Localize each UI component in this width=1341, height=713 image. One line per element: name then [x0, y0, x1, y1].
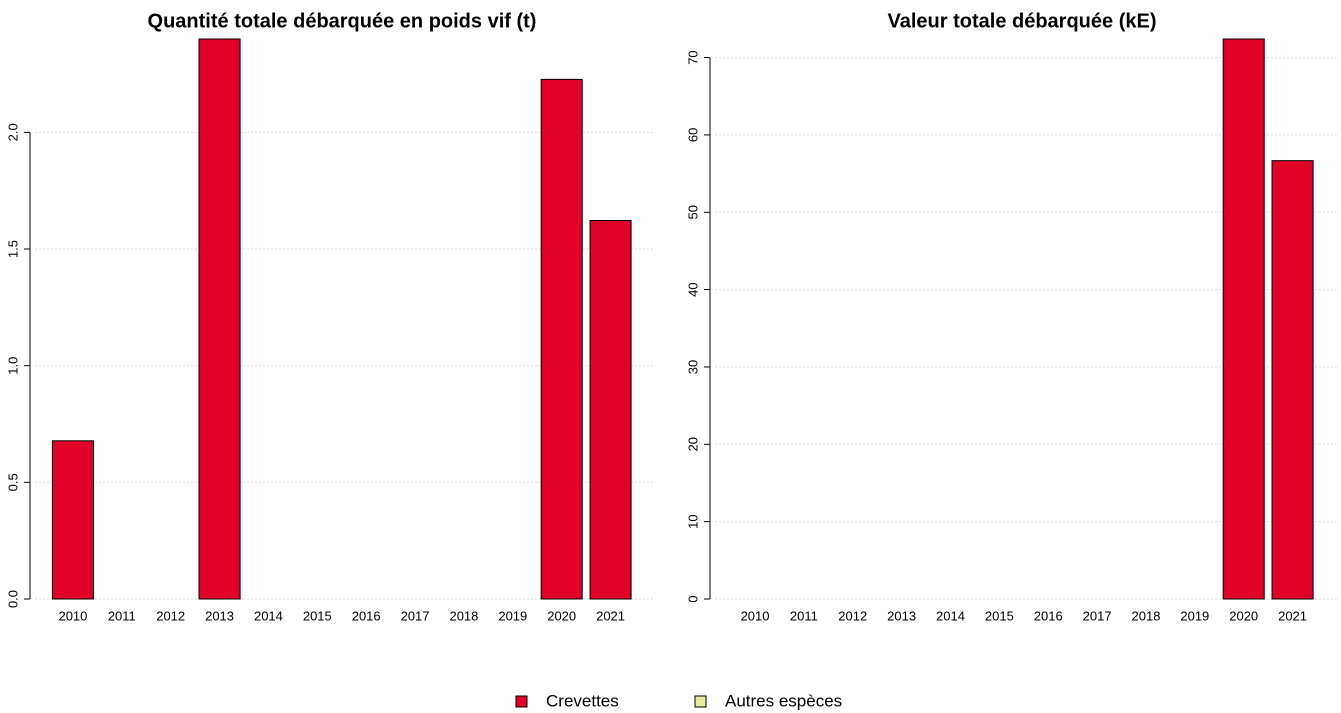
- legend-swatch: [694, 695, 707, 708]
- bar: [589, 220, 632, 600]
- x-tick-label: 2014: [254, 608, 283, 623]
- x-tick-label: 2018: [1132, 608, 1161, 623]
- y-tick-label: 2.0: [5, 123, 20, 141]
- y-tick-label: 10: [685, 514, 700, 528]
- bar: [1271, 160, 1314, 600]
- x-tick-label: 2020: [547, 608, 576, 623]
- x-tick-label: 2018: [449, 608, 478, 623]
- x-tick-label: 2014: [936, 608, 965, 623]
- y-tick-label: 0.0: [5, 590, 20, 608]
- legend-label: Crevettes: [546, 691, 619, 710]
- x-tick-label: 2021: [1278, 608, 1307, 623]
- y-tick-label: 1.0: [5, 357, 20, 375]
- y-tick-label: 20: [685, 437, 700, 451]
- x-tick-label: 2020: [1229, 608, 1258, 623]
- legend-swatch: [515, 695, 528, 708]
- x-tick-label: 2015: [985, 608, 1014, 623]
- x-tick-label: 2015: [303, 608, 332, 623]
- x-tick-label: 2012: [838, 608, 867, 623]
- y-tick-label: 0.5: [5, 473, 20, 491]
- y-tick-label: 40: [685, 282, 700, 296]
- x-tick-label: 2017: [1083, 608, 1112, 623]
- chart-title: Quantité totale débarquée en poids vif (…: [148, 10, 537, 32]
- x-tick-label: 2019: [498, 608, 527, 623]
- bar: [540, 78, 583, 600]
- chart-title: Valeur totale débarquée (kE): [888, 10, 1157, 32]
- bar: [51, 440, 94, 600]
- x-tick-label: 2017: [401, 608, 430, 623]
- y-tick-label: 60: [685, 128, 700, 142]
- x-tick-label: 2010: [741, 608, 770, 623]
- x-tick-label: 2011: [790, 608, 818, 623]
- x-tick-label: 2013: [887, 608, 916, 623]
- x-tick-label: 2016: [1034, 608, 1063, 623]
- y-tick-label: 1.5: [5, 240, 20, 258]
- x-tick-label: 2016: [352, 608, 381, 623]
- legend-label: Autres espèces: [725, 691, 842, 710]
- x-tick-label: 2019: [1180, 608, 1209, 623]
- x-tick-label: 2013: [205, 608, 234, 623]
- bar: [198, 38, 241, 600]
- y-tick-label: 50: [685, 205, 700, 219]
- y-tick-label: 70: [685, 50, 700, 64]
- x-tick-label: 2011: [108, 608, 136, 623]
- x-tick-label: 2021: [596, 608, 625, 623]
- bar: [1222, 38, 1265, 600]
- x-tick-label: 2010: [58, 608, 87, 623]
- x-tick-label: 2012: [156, 608, 185, 623]
- y-tick-label: 30: [685, 360, 700, 374]
- y-tick-label: 0: [685, 595, 700, 602]
